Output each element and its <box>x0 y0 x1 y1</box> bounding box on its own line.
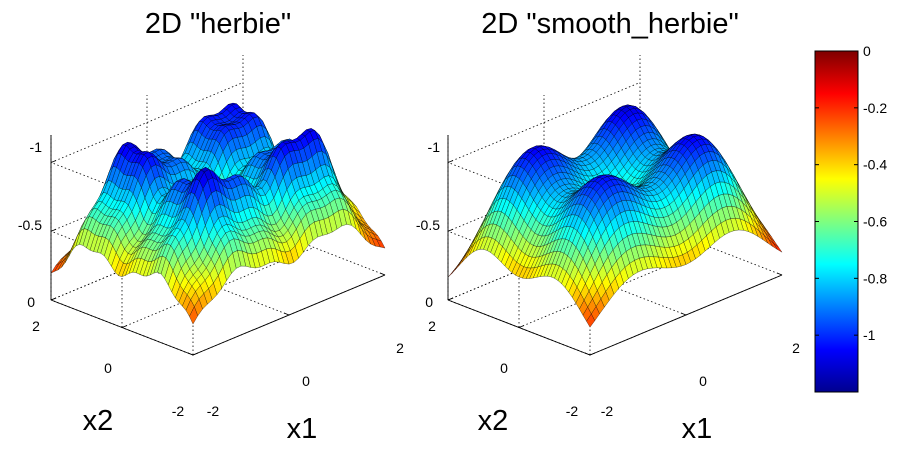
x-axis-label: x1 <box>682 413 713 445</box>
z-tick-label: -1 <box>30 139 43 155</box>
colorbar-tick-label: -0.4 <box>863 157 887 173</box>
y-tick-label: 2 <box>32 318 40 334</box>
grid-line <box>447 82 641 163</box>
x-tick-mark <box>680 312 687 316</box>
y-tick-mark <box>589 352 596 356</box>
x-tick-mark <box>187 352 194 356</box>
colorbar-tick-label: -0.6 <box>863 214 887 230</box>
y-tick-mark <box>518 325 525 328</box>
y-axis-label: x2 <box>83 405 114 437</box>
y-tick-mark <box>192 352 199 356</box>
y-tick-label: 2 <box>428 318 436 334</box>
surface-patch <box>65 243 74 263</box>
surface-patch <box>458 252 468 267</box>
colorbar-tick-label: -1 <box>863 327 876 343</box>
x-tick-mark <box>776 272 783 276</box>
grid-line <box>242 219 386 276</box>
z-tick-mark <box>447 228 454 232</box>
z-tick-mark <box>50 160 57 163</box>
x-tick-label: 2 <box>396 340 404 356</box>
grid-line <box>50 82 244 163</box>
colorbar-tick-label: 0 <box>863 43 871 59</box>
colorbar-tick-label: -0.8 <box>863 270 887 286</box>
grid-line <box>639 219 783 276</box>
z-tick-mark <box>50 297 57 301</box>
surface-patch <box>586 313 596 328</box>
y-tick-label: 0 <box>104 360 112 376</box>
x-tick-label: -2 <box>601 403 614 419</box>
x-axis-label: x1 <box>287 413 318 445</box>
z-tick-label: 0 <box>425 294 433 310</box>
colorbar-gradient <box>814 50 859 393</box>
x-tick-mark <box>379 272 386 276</box>
colorbar: 0 -0.2 -0.4 -0.6 -0.8 -1 <box>814 43 887 393</box>
z-tick-mark <box>447 160 454 163</box>
z-tick-label: -1 <box>428 139 441 155</box>
z-tick-label: -0.5 <box>416 217 440 233</box>
smooth-herbie-surface <box>447 104 783 328</box>
surface-patch <box>189 306 198 325</box>
x-tick-label: -2 <box>207 403 220 419</box>
chart-title: 2D "smooth_herbie" <box>481 8 739 40</box>
z-tick-label: 0 <box>27 294 35 310</box>
x-tick-label: 0 <box>302 373 310 389</box>
y-axis-label: x2 <box>478 405 509 437</box>
smooth-herbie-surface-plot: 2D "smooth_herbie" -2 0 2 -2 0 2 0 -0.5 … <box>416 8 800 445</box>
z-tick-label: -0.5 <box>18 217 42 233</box>
x-tick-mark <box>584 352 591 356</box>
y-tick-mark <box>121 325 128 328</box>
herbie-surface <box>50 102 386 325</box>
herbie-surface-plot: 2D "herbie" -2 0 2 -2 0 2 0 -0.5 -1 x1 x… <box>18 8 404 445</box>
colorbar-tick-label: -0.2 <box>863 100 887 116</box>
x-tick-label: 0 <box>699 373 707 389</box>
z-tick-mark <box>50 228 57 232</box>
y-tick-label: -2 <box>172 403 185 419</box>
chart-title: 2D "herbie" <box>145 8 291 40</box>
x-tick-mark <box>283 312 290 316</box>
y-tick-label: 0 <box>500 360 508 376</box>
y-tick-label: -2 <box>566 403 579 419</box>
z-tick-mark <box>447 297 454 301</box>
x-tick-label: 2 <box>792 340 800 356</box>
